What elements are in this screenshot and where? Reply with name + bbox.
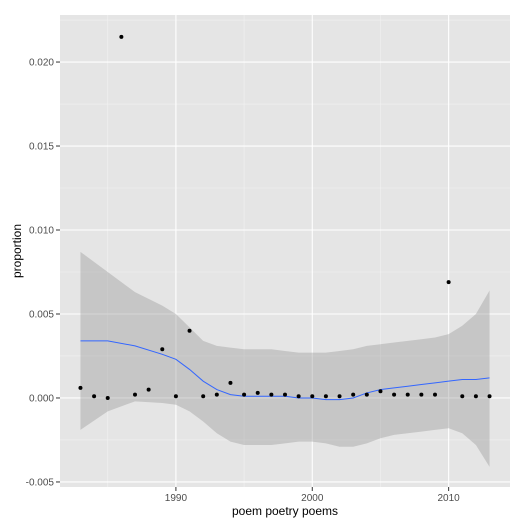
data-point [173,394,178,399]
data-point [460,394,465,399]
data-point [323,394,328,399]
y-tick-label: 0.000 [29,393,54,404]
y-axis-title: proportion [10,224,24,278]
x-tick-label: 1990 [165,493,188,504]
data-point [378,389,383,394]
data-point [487,394,492,399]
data-point [269,392,274,397]
y-tick-label: 0.020 [29,58,54,69]
data-point [214,392,219,397]
y-axis-ticks: -0.005 0.000 0.005 0.010 0.015 0.020 [26,58,60,488]
data-point [310,394,315,399]
data-point [78,385,83,390]
data-point [160,347,165,352]
data-point [392,392,397,397]
data-point [446,280,451,285]
data-point [364,392,369,397]
x-tick-label: 2000 [301,493,324,504]
data-point [351,392,356,397]
confidence-ribbon [80,251,490,467]
major-gridlines [60,15,510,487]
data-point [228,380,233,385]
smooth-line [80,340,490,401]
y-tick-label: 0.015 [29,142,54,153]
data-point [255,390,260,395]
y-tick-label: 0.005 [29,309,54,320]
x-axis-ticks: 1990 2000 2010 [165,487,460,504]
x-tick-label: 2010 [438,493,461,504]
data-point [146,387,151,392]
data-point [283,392,287,397]
y-tick-label: -0.005 [26,477,55,488]
data-point [419,392,424,397]
data-point [473,394,478,399]
data-point [405,392,410,397]
y-tick-label: 0.010 [29,226,54,237]
plot-panel [60,15,510,487]
data-point [242,392,247,397]
data-point [105,395,110,400]
data-point [119,34,124,39]
data-point [433,392,437,397]
x-axis-title: poem poetry poems [232,504,338,518]
data-point [337,394,342,399]
data-point [201,394,206,399]
data-point [133,392,137,397]
minor-gridlines [60,15,510,487]
data-point [296,394,301,399]
data-point [92,394,97,399]
data-point [187,328,192,333]
data-points [78,34,492,400]
